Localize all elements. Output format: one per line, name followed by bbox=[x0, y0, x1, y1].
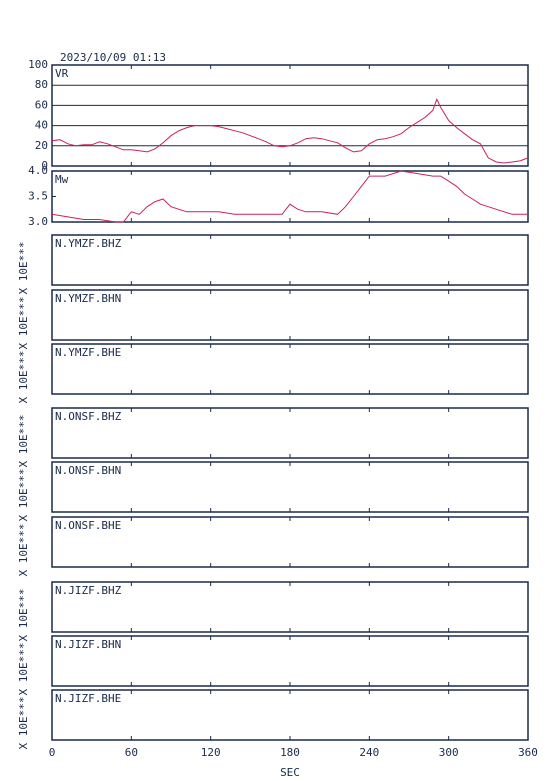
y-tick-label: 20 bbox=[35, 139, 48, 152]
x-label: SEC bbox=[280, 766, 300, 779]
x-tick-label: 300 bbox=[439, 746, 459, 759]
panel-frame bbox=[51, 461, 529, 513]
station-label: N.JIZF.BHN bbox=[55, 638, 121, 651]
y-label: X 10E*** bbox=[17, 297, 30, 350]
panel-frame bbox=[51, 289, 529, 341]
y-tick-label: 4.0 bbox=[28, 164, 48, 177]
y-tick-label: 60 bbox=[35, 98, 48, 111]
panel-frame bbox=[51, 343, 529, 395]
chart-title: 2023/10/09 01:13 bbox=[60, 51, 166, 64]
y-label: X 10E*** bbox=[17, 415, 30, 468]
station-label: N.JIZF.BHZ bbox=[55, 584, 122, 597]
x-tick-label: 240 bbox=[359, 746, 379, 759]
data-line bbox=[51, 98, 529, 164]
x-tick-label: 60 bbox=[125, 746, 138, 759]
x-tick-label: 180 bbox=[280, 746, 300, 759]
y-label: X 10E*** bbox=[17, 242, 30, 295]
y-label: X 10E*** bbox=[17, 643, 30, 696]
station-label: N.YMZF.BHZ bbox=[55, 237, 122, 250]
station-label: N.YMZF.BHN bbox=[55, 292, 121, 305]
y-label: Mw bbox=[55, 173, 69, 186]
panel-frame bbox=[51, 234, 529, 286]
x-tick-label: 120 bbox=[201, 746, 221, 759]
y-tick-label: 40 bbox=[35, 119, 48, 132]
y-label: X 10E*** bbox=[17, 524, 30, 577]
station-label: N.YMZF.BHE bbox=[55, 346, 121, 359]
station-label: N.ONSF.BHN bbox=[55, 464, 121, 477]
y-tick-label: 100 bbox=[28, 58, 48, 71]
station-label: N.ONSF.BHE bbox=[55, 519, 121, 532]
panel-frame bbox=[51, 581, 529, 633]
station-label: N.JIZF.BHE bbox=[55, 692, 121, 705]
panel-frame bbox=[51, 689, 529, 741]
panel-frame bbox=[51, 170, 529, 223]
y-tick-label: 0 bbox=[41, 159, 48, 172]
y-label: VR bbox=[55, 67, 69, 80]
panel-frame bbox=[51, 64, 529, 167]
y-tick-label: 3.5 bbox=[28, 190, 48, 203]
panel-frame bbox=[51, 635, 529, 687]
y-label: X 10E*** bbox=[17, 697, 30, 750]
panel-frame bbox=[51, 516, 529, 568]
station-label: N.ONSF.BHZ bbox=[55, 410, 122, 423]
y-tick-label: 3.0 bbox=[28, 215, 48, 228]
y-label: X 10E*** bbox=[17, 351, 30, 404]
y-tick-label: 80 bbox=[35, 78, 48, 91]
panel-frame bbox=[51, 407, 529, 459]
x-tick-label: 360 bbox=[518, 746, 538, 759]
x-tick-label: 0 bbox=[49, 746, 56, 759]
data-line bbox=[51, 170, 528, 223]
y-label: X 10E*** bbox=[17, 589, 30, 642]
y-label: X 10E*** bbox=[17, 469, 30, 522]
